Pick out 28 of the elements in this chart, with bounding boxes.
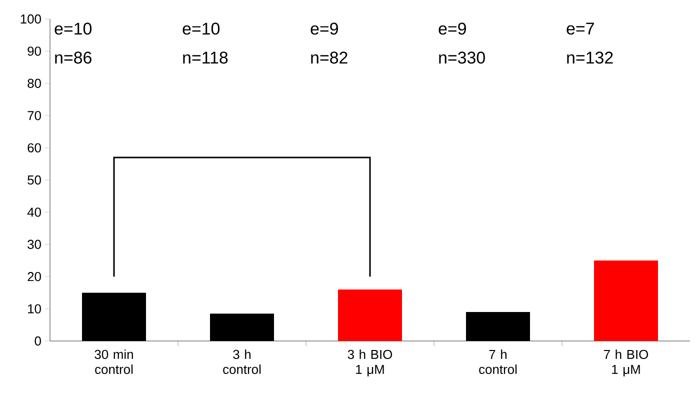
annotation: e=9 xyxy=(310,22,338,35)
x-tick-label: 7 h BIO 1 μM xyxy=(604,350,648,376)
y-tick-label: 100 xyxy=(20,14,41,24)
y-tick-label: 60 xyxy=(28,143,41,152)
y-tick-label: 80 xyxy=(28,78,41,88)
y-tick-label: 90 xyxy=(28,46,41,56)
y-tick-label: 10 xyxy=(28,304,41,314)
annotation: e=9 xyxy=(438,22,466,35)
annotation: e=7 xyxy=(566,22,594,35)
bar xyxy=(338,289,402,341)
annotation: e=10 xyxy=(54,22,92,35)
y-tick-label: 0 xyxy=(34,336,41,346)
x-tick-label: 7 h control xyxy=(479,350,517,374)
annotation: n=82 xyxy=(311,52,348,64)
y-tick-label: 40 xyxy=(27,208,41,217)
annotation: n=118 xyxy=(183,52,228,64)
y-tick-label: 50 xyxy=(28,175,41,185)
annotation: n=86 xyxy=(55,52,92,64)
y-tick-label: 30 xyxy=(28,240,41,249)
annotation: n=132 xyxy=(567,52,613,64)
x-tick-label: 3 h control xyxy=(223,350,261,374)
x-tick-label: 3 h BIO 1 μM xyxy=(348,350,392,376)
y-tick-label: 20 xyxy=(28,272,41,282)
annotation: e=10 xyxy=(182,22,220,35)
bar xyxy=(594,260,658,341)
y-tick-label: 70 xyxy=(28,111,41,120)
x-tick-label: 30 min control xyxy=(94,350,133,374)
annotation: n=330 xyxy=(439,52,485,64)
